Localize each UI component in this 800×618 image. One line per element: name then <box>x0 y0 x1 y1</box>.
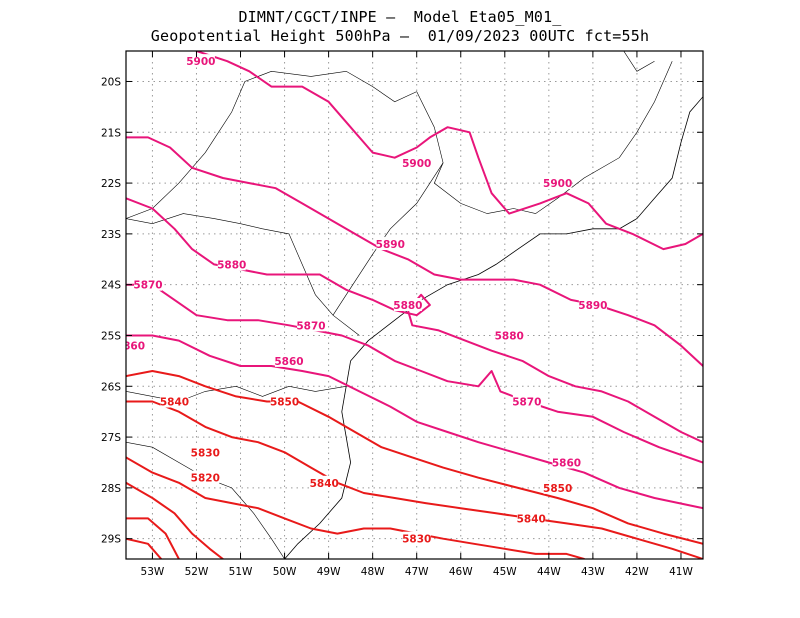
contour-label: 5860 <box>552 457 581 469</box>
map-title-line-2: Geopotential Height 500hPa – 01/09/2023 … <box>150 27 650 45</box>
contour-label-background <box>274 353 303 367</box>
contour-label-layer: 5900 5900 5900 5890 5890 5880 5880 5880 5870 5870… <box>116 54 608 546</box>
contour-label-background <box>126 338 145 352</box>
map-title-line-1: DIMNT/CGCT/INPE – Model Eta05_M01_ <box>238 8 562 26</box>
lat-tick-label: 24S <box>101 280 121 292</box>
contour-label: 5830 <box>402 534 431 546</box>
lon-tick-label: 53W <box>141 566 165 578</box>
lon-tick-label: 50W <box>273 566 297 578</box>
contour-label: 5880 <box>217 259 246 271</box>
contour-label: 5890 <box>578 300 607 312</box>
contour-label: 5850 <box>270 397 299 409</box>
contour-label-background <box>495 328 524 342</box>
contour-label: 5820 <box>191 473 220 485</box>
state-border <box>557 61 673 199</box>
contour-label: 5900 <box>186 56 215 68</box>
contour-label-background <box>191 445 220 459</box>
state-border <box>126 213 360 336</box>
contour-label-background <box>296 318 325 332</box>
contour-line-5880 <box>126 197 703 444</box>
contour-label-background <box>578 298 607 311</box>
lon-tick-label: 51W <box>229 566 253 578</box>
contour-label: 5880 <box>393 300 422 312</box>
contour-label: 5890 <box>376 239 405 251</box>
contour-line-5820 <box>126 481 224 559</box>
lon-tick-label: 47W <box>405 566 429 578</box>
lon-tick-label: 46W <box>449 566 473 578</box>
contour-line-5900 <box>195 51 703 251</box>
contour-label-background <box>270 394 299 408</box>
contour-line-5870 <box>126 283 703 464</box>
state-border <box>623 51 655 72</box>
lon-tick-label: 48W <box>361 566 385 578</box>
contour-label-background <box>310 475 339 489</box>
contour-line-5900 <box>126 136 703 367</box>
contour-label: 5900 <box>402 158 431 170</box>
lon-tick-label: 52W <box>185 566 209 578</box>
contour-label: 5840 <box>310 478 339 490</box>
contour-line-5850 <box>126 370 703 545</box>
contour-label: 5830 <box>191 447 220 459</box>
contour-label: 5840 <box>160 397 189 409</box>
contour-label: 5900 <box>543 178 572 190</box>
contour-label-background <box>517 511 546 525</box>
contour-line-5830 <box>126 456 586 559</box>
contour-line-5810 <box>126 517 180 559</box>
lat-tick-label: 25S <box>101 330 121 342</box>
lat-tick-label: 28S <box>101 483 121 495</box>
contour-label-background <box>552 455 581 469</box>
contour-label: 5870 <box>512 397 541 409</box>
contour-label-background <box>512 394 541 408</box>
contour-label: 5870 <box>296 320 325 332</box>
plot-frame <box>125 50 704 560</box>
state-border <box>416 91 558 214</box>
contour-label: 5860 <box>274 356 303 368</box>
contour-line-5800 <box>126 537 163 559</box>
lon-tick-label: 42W <box>625 566 649 578</box>
lon-tick-label: 43W <box>581 566 605 578</box>
contour-label-background <box>543 176 572 190</box>
contour-label-background <box>393 298 422 311</box>
lon-tick-label: 44W <box>537 566 561 578</box>
contour-label-background <box>217 257 246 271</box>
contour-line-5860 <box>126 334 703 510</box>
contour-label-background <box>191 470 220 484</box>
lat-tick-label: 29S <box>101 534 121 546</box>
coastline <box>284 228 593 559</box>
contour-label: 5850 <box>543 483 572 495</box>
contour-label: 5880 <box>495 330 524 342</box>
lon-tick-label: 49W <box>317 566 341 578</box>
axis-labels: 20S 21S 22S 23S 24S 25S 26S 27S 28S 29S 53W 52W 51W 5… <box>101 51 703 578</box>
contour-label-background <box>186 54 215 68</box>
contour-label-background <box>134 277 163 291</box>
contour-label-background <box>543 480 572 494</box>
contour-label-background <box>402 155 431 169</box>
contour-label-background <box>160 394 189 408</box>
lat-tick-label: 23S <box>101 229 121 241</box>
contour-label: 5840 <box>517 513 546 525</box>
contour-label: 5860 <box>116 341 145 353</box>
contour-label-background <box>376 237 405 251</box>
lat-tick-label: 22S <box>101 178 121 190</box>
lat-tick-label: 20S <box>101 76 121 88</box>
lat-tick-label: 21S <box>101 127 121 139</box>
lat-tick-label: 27S <box>101 432 121 444</box>
contour-label: 5870 <box>133 280 162 292</box>
contour-label-background <box>402 531 431 545</box>
contour-line-5840 <box>126 400 703 559</box>
state-border <box>126 441 285 559</box>
coastline <box>592 96 703 230</box>
lon-tick-label: 45W <box>493 566 517 578</box>
lat-tick-label: 26S <box>101 381 121 393</box>
lon-tick-label: 41W <box>669 566 693 578</box>
